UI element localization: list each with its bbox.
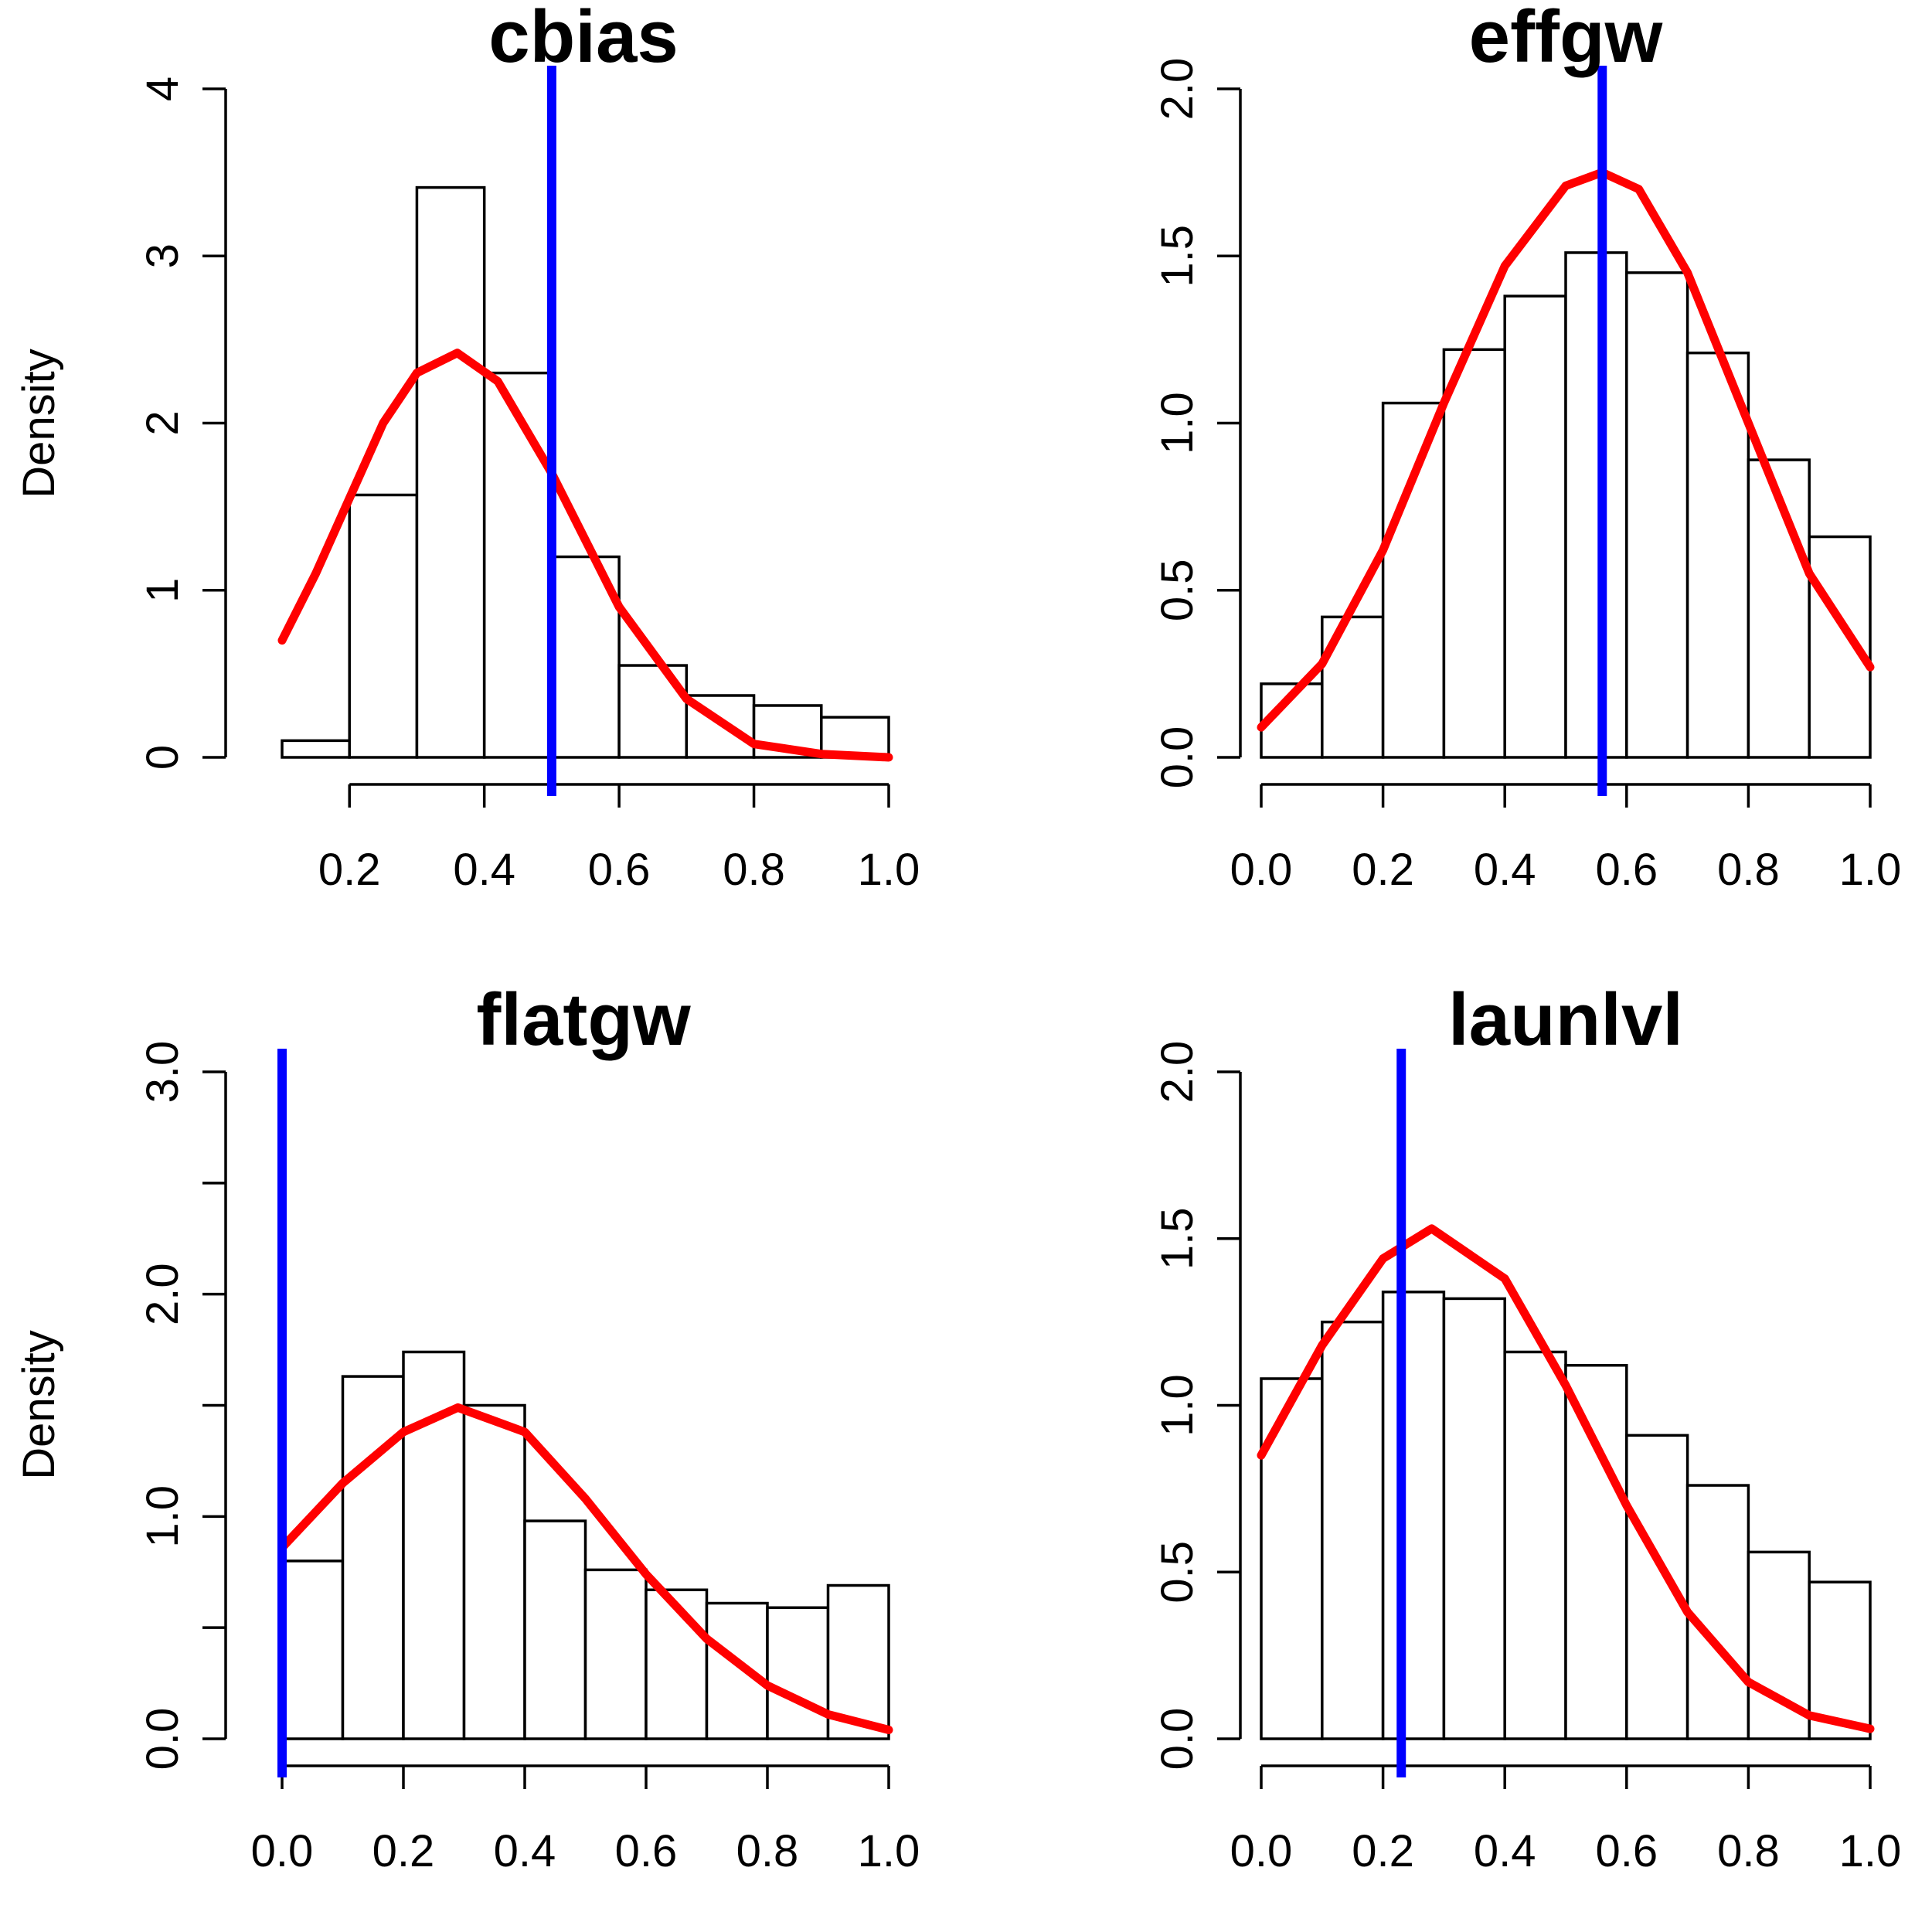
- histogram-bar: [1625, 271, 1689, 759]
- y-tick-label: 1.5: [1152, 1207, 1202, 1270]
- x-tick-label: 0.2: [1352, 1826, 1414, 1876]
- panel-cbias: 0 1 2 3 4 0.2 0.4 0.6 0.8 1.0 cbias Density: [14, 0, 920, 895]
- y-tick-label: 0.0: [1152, 1708, 1202, 1770]
- y-tick-label: 3.0: [138, 1041, 188, 1104]
- histogram-bar: [281, 739, 351, 759]
- y-tick-label: 2: [138, 410, 188, 435]
- y-tick-label: 0.0: [1152, 726, 1202, 789]
- histogram-bar: [1503, 1350, 1567, 1740]
- x-tick-label: 0.6: [1595, 1826, 1658, 1876]
- x-tick-label: 1.0: [1839, 1826, 1902, 1876]
- x-tick-label: 0.4: [1474, 845, 1536, 895]
- chart-title: cbias: [488, 0, 678, 78]
- histogram-bar: [341, 1375, 405, 1740]
- x-tick-label: 0.6: [588, 845, 651, 895]
- histogram-bar: [1442, 348, 1506, 759]
- x-tick-label: 1.0: [858, 845, 920, 895]
- histogram-bar: [705, 1601, 769, 1740]
- histogram-bar: [1685, 351, 1750, 759]
- x-tick-label: 1.0: [1839, 845, 1902, 895]
- density-curve: [277, 1403, 893, 1734]
- histogram-bar: [482, 371, 553, 759]
- panel-effgw: 0.0 0.5 1.0 1.5 2.0 0.0 0.2 0.4 0.6 0.8 1.0 effgw: [1152, 0, 1901, 895]
- x-tick-label: 0.6: [615, 1826, 678, 1876]
- histogram-bar: [1685, 1484, 1750, 1740]
- density-curve: [1257, 168, 1875, 732]
- x-tick-label: 0.8: [723, 845, 785, 895]
- x-tick-label: 0.4: [453, 845, 515, 895]
- y-tick-label: 1.5: [1152, 225, 1202, 287]
- x-tick-label: 0.4: [494, 1826, 556, 1876]
- chart-title: launlvl: [1448, 978, 1683, 1061]
- y-tick-label: 1.0: [1152, 392, 1202, 454]
- x-tick-label: 0.8: [736, 1826, 799, 1876]
- histogram-bar: [523, 1519, 587, 1740]
- panel-launlvl: 0.0 0.5 1.0 1.5 2.0 0.0 0.2 0.4 0.6 0.8 1.0 launlvl: [1152, 978, 1901, 1876]
- y-tick-label: 0.0: [138, 1708, 188, 1770]
- y-axis-label: Density: [14, 349, 64, 498]
- density-curve: [1257, 1224, 1875, 1733]
- histogram-bar: [583, 1568, 648, 1740]
- y-tick-label: 2.0: [138, 1263, 188, 1325]
- histogram-bar: [1564, 251, 1628, 759]
- x-tick-label: 0.0: [1230, 845, 1293, 895]
- y-axis-label: Density: [14, 1330, 64, 1479]
- histogram-bar: [415, 185, 486, 759]
- histogram-bar: [1321, 1320, 1385, 1740]
- x-tick-label: 0.6: [1595, 845, 1658, 895]
- chart-title: flatgw: [476, 978, 691, 1061]
- x-tick-label: 0.2: [318, 845, 381, 895]
- x-tick-label: 0.4: [1474, 1826, 1536, 1876]
- histogram-bar: [766, 1606, 830, 1740]
- y-tick-label: 1.0: [1152, 1374, 1202, 1437]
- histogram-bar: [1442, 1297, 1506, 1740]
- histogram-bar: [281, 1560, 345, 1740]
- density-curve: [277, 349, 893, 762]
- panel-flatgw: 0.0 1.0 2.0 3.0 0.0 0.2 0.4 0.6 0.8 1.0 flatgw Dens…: [14, 978, 920, 1876]
- x-tick-label: 0.0: [251, 1826, 314, 1876]
- histogram-bar: [645, 1588, 709, 1740]
- histogram-bar: [1503, 294, 1567, 759]
- x-tick-label: 0.8: [1717, 1826, 1780, 1876]
- histogram-bar: [1381, 1291, 1446, 1740]
- y-tick-label: 2.0: [1152, 1041, 1202, 1104]
- y-tick-label: 4: [138, 77, 188, 101]
- chart-title: effgw: [1469, 0, 1663, 78]
- y-tick-label: 2.0: [1152, 58, 1202, 121]
- x-tick-label: 0.2: [1352, 845, 1414, 895]
- y-tick-label: 1.0: [138, 1485, 188, 1548]
- x-tick-label: 0.2: [372, 1826, 435, 1876]
- histogram-bar: [1625, 1434, 1689, 1740]
- histogram-bar: [348, 493, 419, 759]
- y-tick-label: 3: [138, 243, 188, 268]
- y-tick-label: 1: [138, 578, 188, 603]
- x-tick-label: 0.8: [1717, 845, 1780, 895]
- x-tick-label: 0.0: [1230, 1826, 1293, 1876]
- y-tick-label: 0: [138, 745, 188, 770]
- y-tick-label: 0.5: [1152, 1541, 1202, 1604]
- x-tick-label: 1.0: [858, 1826, 920, 1876]
- y-tick-label: 0.5: [1152, 559, 1202, 621]
- histogram-bar: [1381, 401, 1446, 759]
- histogram-bar: [1808, 1580, 1872, 1740]
- histogram-bar: [462, 1403, 526, 1740]
- histogram-bar: [1564, 1363, 1628, 1740]
